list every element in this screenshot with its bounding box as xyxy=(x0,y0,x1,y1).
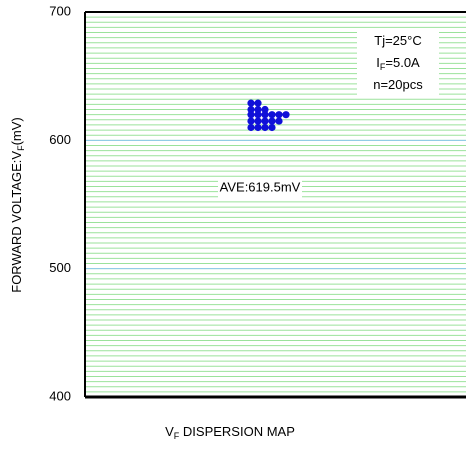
point xyxy=(254,123,262,132)
point xyxy=(254,111,262,119)
y-tick-label: 400 xyxy=(49,388,71,403)
x-title-sub: F xyxy=(174,431,180,441)
annotation: n=20pcs xyxy=(373,77,423,92)
y-tick-label: 600 xyxy=(49,132,71,147)
average-label: AVE:619.5mV xyxy=(220,179,301,194)
point xyxy=(247,105,255,114)
point xyxy=(268,123,276,132)
average-box xyxy=(218,178,302,198)
y-title-part: (mV) xyxy=(9,117,24,145)
point xyxy=(247,123,255,132)
x-title-part: V xyxy=(165,424,174,439)
point xyxy=(254,105,262,114)
point xyxy=(268,117,276,125)
point xyxy=(254,117,262,125)
y-axis-title: FORWARD VOLTAGE:VF(mV) xyxy=(9,117,26,293)
y-title-sub: F xyxy=(16,145,26,151)
annotation: Tj=25°C xyxy=(374,33,421,48)
point xyxy=(268,111,276,119)
y-tick-label: 500 xyxy=(49,260,71,275)
annotation-part: =5.0A xyxy=(385,55,420,70)
point xyxy=(247,117,255,125)
point xyxy=(261,105,269,114)
point xyxy=(254,99,262,107)
point xyxy=(275,117,283,125)
point xyxy=(261,111,269,119)
point xyxy=(247,99,255,107)
annotation-part: n=20pcs xyxy=(373,77,423,92)
annotation-part: Tj=25°C xyxy=(374,33,421,48)
annotation-box xyxy=(357,28,439,96)
x-title-part: DISPERSION MAP xyxy=(179,424,295,439)
point xyxy=(282,111,290,119)
point xyxy=(261,117,269,125)
y-title-part: FORWARD VOLTAGE:V xyxy=(9,151,24,293)
point xyxy=(261,123,269,132)
x-axis-title: VF DISPERSION MAP xyxy=(165,424,295,441)
annotation-sub: F xyxy=(380,62,386,72)
annotation-part: I xyxy=(376,55,380,70)
point xyxy=(247,111,255,119)
y-tick-label: 700 xyxy=(49,3,71,18)
annotation: IF=5.0A xyxy=(376,55,420,72)
point xyxy=(275,111,283,119)
